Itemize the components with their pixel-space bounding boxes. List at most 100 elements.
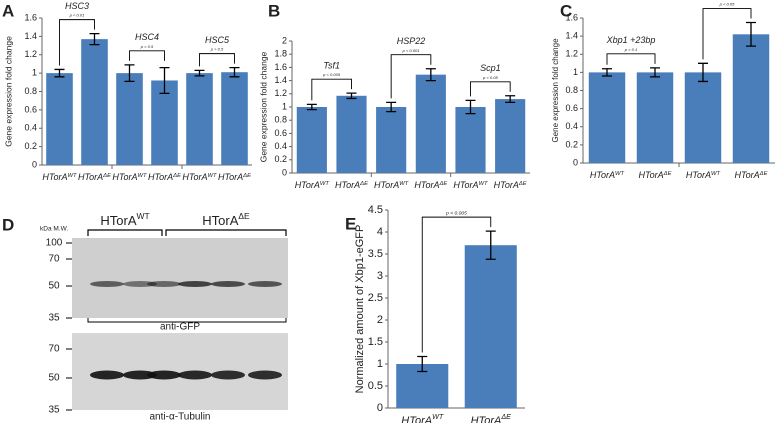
x-tick-label-text: HTorA (218, 172, 243, 182)
bar (221, 72, 248, 165)
lane-group-label-sup: WT (137, 211, 150, 221)
x-tick-label-text: HTorA (295, 180, 320, 190)
blot-band (178, 281, 212, 287)
x-tick-label-sup: ΔE (172, 173, 181, 179)
significance-bracket (311, 78, 352, 101)
x-tick-label-sup: ΔE (663, 171, 672, 177)
x-tick-label-sup: ΔE (439, 181, 448, 187)
y-tick-label: 3 (377, 270, 383, 282)
significance-bracket (702, 8, 752, 60)
error-bar (505, 95, 516, 104)
y-tick-label: 1.6 (24, 12, 37, 22)
error-bar (159, 66, 170, 94)
gene-name: HSP22 (397, 36, 426, 46)
y-tick-label: 1 (377, 358, 383, 370)
bar (684, 72, 722, 163)
lane-group-label-sup: ΔE (238, 211, 250, 221)
y-tick-label: 0.8 (24, 86, 37, 96)
bar (495, 99, 526, 173)
y-axis-label: Gene expression fold change (551, 38, 560, 143)
x-tick-label-text: HTorA (182, 172, 207, 182)
error-bar (346, 92, 357, 100)
error-bar (54, 68, 65, 78)
blot-band (123, 370, 157, 380)
y-tick-label: 0 (377, 402, 383, 414)
significance-bracket (390, 54, 432, 99)
panel-label: E (345, 214, 356, 233)
y-tick-label: 0.2 (274, 154, 287, 164)
x-tick-label: HTorAΔE (148, 172, 181, 182)
x-tick-label-text: HTorA (78, 172, 103, 182)
lane-bracket (87, 229, 163, 236)
y-axis-label: Normalized amount of Xbp1-eGFP (354, 225, 366, 394)
bar (336, 95, 367, 173)
y-tick-label: 0.4 (274, 141, 287, 151)
x-tick-label-text: HTorA (374, 180, 399, 190)
p-value: p < 0.05 (482, 75, 498, 80)
x-tick-label-sup: WT (138, 173, 148, 179)
y-tick-label: 1.4 (274, 75, 287, 85)
x-tick-label: HTorAWT (42, 172, 77, 182)
panel-label: A (2, 1, 14, 20)
blot-band (90, 370, 124, 380)
bar (464, 245, 517, 408)
p-value: p < 0.01 (69, 13, 85, 18)
error-bar (386, 101, 397, 113)
p-value: p > 0.1 (624, 47, 638, 52)
x-tick-label: HTorAΔE (494, 180, 527, 190)
marker-label: 70 (48, 254, 60, 265)
error-bar (306, 103, 317, 111)
x-tick-label-text: HTorA (414, 180, 439, 190)
y-tick-label: 3.5 (368, 248, 383, 260)
x-tick-label-sup: WT (208, 173, 218, 179)
x-tick-label-sup: ΔE (242, 173, 251, 179)
x-tick-label: HTorAWT (590, 170, 625, 180)
error-bar (194, 69, 205, 77)
significance-bracket (59, 19, 95, 66)
blot-band (211, 281, 245, 287)
blot-band (211, 370, 245, 380)
x-tick-label: HTorAWT (686, 170, 721, 180)
error-bar (485, 230, 496, 260)
y-tick-label: 1 (573, 67, 578, 77)
bar (46, 73, 73, 165)
y-tick-label: 0.6 (565, 103, 578, 113)
y-tick-label: 0.4 (565, 121, 578, 131)
error-bar (602, 68, 612, 77)
error-bar (417, 355, 428, 373)
x-tick-label: HTorAΔE (218, 172, 251, 182)
y-tick-label: 0.8 (565, 85, 578, 95)
error-bar (124, 64, 135, 83)
p-value: p < 0.001 (402, 48, 420, 53)
gene-name: HSC3 (65, 1, 89, 11)
y-tick-label: 1.4 (24, 31, 37, 41)
x-tick-label-sup: WT (68, 173, 78, 179)
blot-band (248, 370, 282, 380)
panel-label: D (2, 215, 14, 234)
y-tick-label: 1 (282, 101, 287, 111)
x-tick-label: HTorAΔE (471, 413, 512, 423)
y-tick-label: 1 (32, 68, 37, 78)
y-tick-label: 0.5 (368, 380, 383, 392)
x-tick-label-sup: WT (399, 181, 409, 187)
marker-label: 50 (48, 281, 60, 292)
x-tick-label: HTorAΔE (335, 180, 368, 190)
x-tick-label-text: HTorA (453, 180, 478, 190)
x-tick-label-text: HTorA (686, 170, 711, 180)
y-tick-label: 1.2 (274, 88, 287, 98)
y-tick-label: 0.6 (274, 128, 287, 138)
x-tick-label-text: HTorA (494, 180, 519, 190)
significance-bracket (470, 81, 511, 97)
bar (732, 34, 770, 163)
y-axis-label: Gene expression fold change (258, 51, 268, 162)
bar (186, 73, 213, 165)
y-tick-label: 0 (573, 157, 578, 167)
y-tick-label: 1.6 (565, 12, 578, 22)
blot-image (72, 238, 288, 318)
x-tick-label: HTorAΔE (78, 172, 111, 182)
bar (588, 72, 626, 163)
significance-bracket (199, 53, 235, 67)
marker-label: 35 (48, 405, 60, 416)
x-tick-label-sup: WT (615, 171, 625, 177)
x-tick-label: HTorAWT (374, 180, 409, 190)
